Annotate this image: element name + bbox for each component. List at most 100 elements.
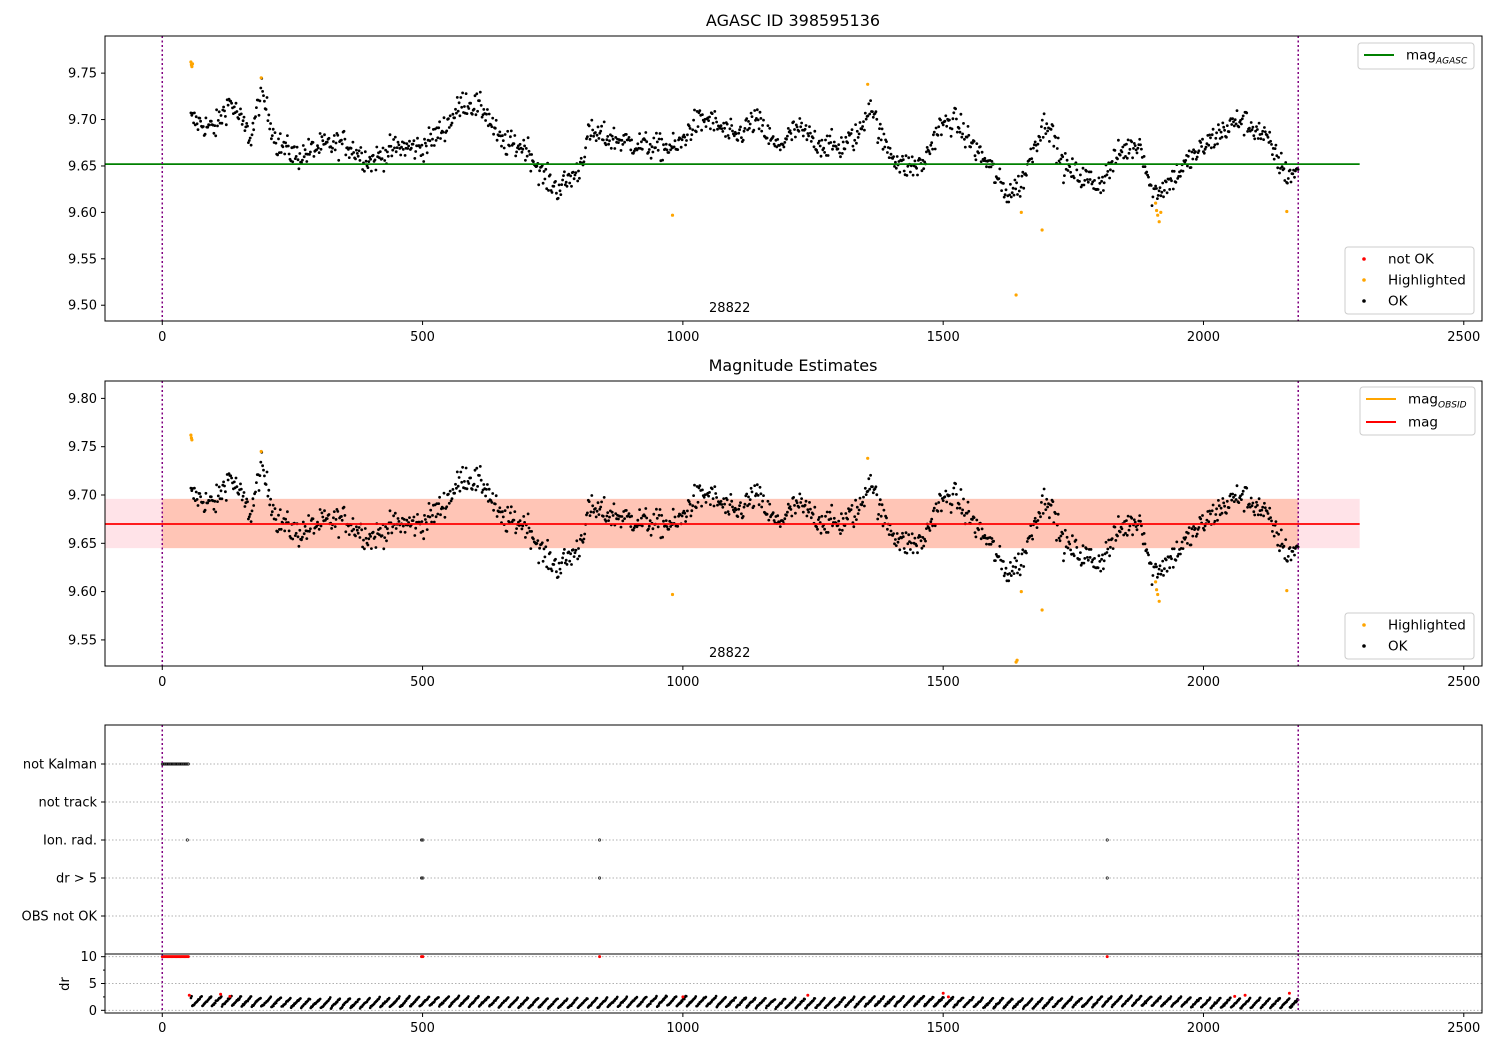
ok-point [284,517,287,521]
ok-point [364,159,368,163]
ok-point [217,110,221,114]
ok-point [276,530,279,534]
ok-point [506,505,510,509]
ok-point [604,143,608,147]
ok-point [1219,506,1223,510]
ok-point [809,507,812,511]
dr-point [655,994,658,998]
ok-point [270,510,274,514]
ok-point [645,516,649,520]
ok-point [349,146,353,150]
ok-point [640,147,644,151]
ok-point [209,495,213,499]
ok-point [857,132,861,136]
ok-point [592,510,595,514]
dr-notok-point [941,991,945,995]
ok-point [1195,155,1199,159]
ok-point [204,116,208,120]
ok-point [388,133,392,137]
ok-point [960,511,964,515]
ok-point [300,538,303,542]
ok-point [712,128,716,132]
ok-point [799,501,803,504]
ok-point [1140,524,1143,528]
ok-point [334,518,338,521]
ok-point [1168,188,1172,191]
x-tick-label: 0 [158,675,166,690]
ok-point [1192,148,1195,152]
dr-point [220,995,223,998]
ok-point [215,483,219,487]
ok-point [458,114,462,118]
dr-point [496,996,500,999]
ok-point [337,536,341,539]
ok-point [844,135,848,139]
ok-point [386,531,390,535]
ok-point [455,486,458,490]
ok-point [1220,135,1224,139]
ok-point [394,527,398,530]
ok-point [730,124,734,127]
ok-point [1029,147,1033,151]
ok-point [1191,157,1195,161]
ok-point [375,145,379,149]
ok-point [1017,189,1021,193]
ok-point [201,125,205,128]
highlighted-point [190,438,194,442]
ok-point [748,498,752,501]
ok-point [805,514,809,518]
ok-point [269,122,272,125]
ok-point [579,534,583,537]
ok-point [657,513,661,517]
ok-point [600,500,603,504]
ok-point [1239,119,1242,122]
ok-point [881,147,885,151]
ok-point [700,504,703,508]
dr-point [794,996,797,999]
ok-point [863,111,867,115]
ok-point [1156,572,1160,576]
ok-point [1062,181,1065,185]
ok-point [1041,135,1045,139]
ok-point [713,110,717,113]
ok-point [562,551,565,555]
ok-point [1020,552,1024,556]
ok-point [612,126,616,130]
x-tick-label: 2500 [1447,675,1480,690]
ok-point [869,99,872,102]
ok-point [420,143,424,147]
ok-point [886,527,889,531]
ok-point [283,152,287,156]
ok-point [1234,122,1238,126]
ok-point [1169,555,1172,558]
ok-point [547,567,550,571]
ok-point [1171,187,1175,191]
ok-point [251,497,255,501]
ok-point [461,465,464,469]
ok-point [800,121,803,125]
ok-point [710,487,714,491]
ok-point [685,515,688,519]
ok-point [994,559,997,562]
x-tick-label: 2500 [1447,1021,1480,1036]
ok-point [762,118,765,122]
ok-point [1068,542,1072,546]
ok-point [1085,547,1088,551]
ok-point [276,153,279,157]
ok-point [974,158,978,162]
ok-point [561,178,564,182]
ok-point [552,563,556,566]
ok-point [454,482,457,486]
dr-point [239,995,243,998]
ok-point [692,118,695,122]
ok-point [1225,511,1228,515]
ok-point [493,126,497,130]
ok-point [360,151,364,155]
ok-point [396,140,400,144]
ok-point [518,519,522,523]
ok-point [798,492,802,496]
ok-point [1140,147,1143,151]
ok-point [447,501,451,505]
ok-point [792,496,795,499]
ok-point [478,465,482,468]
